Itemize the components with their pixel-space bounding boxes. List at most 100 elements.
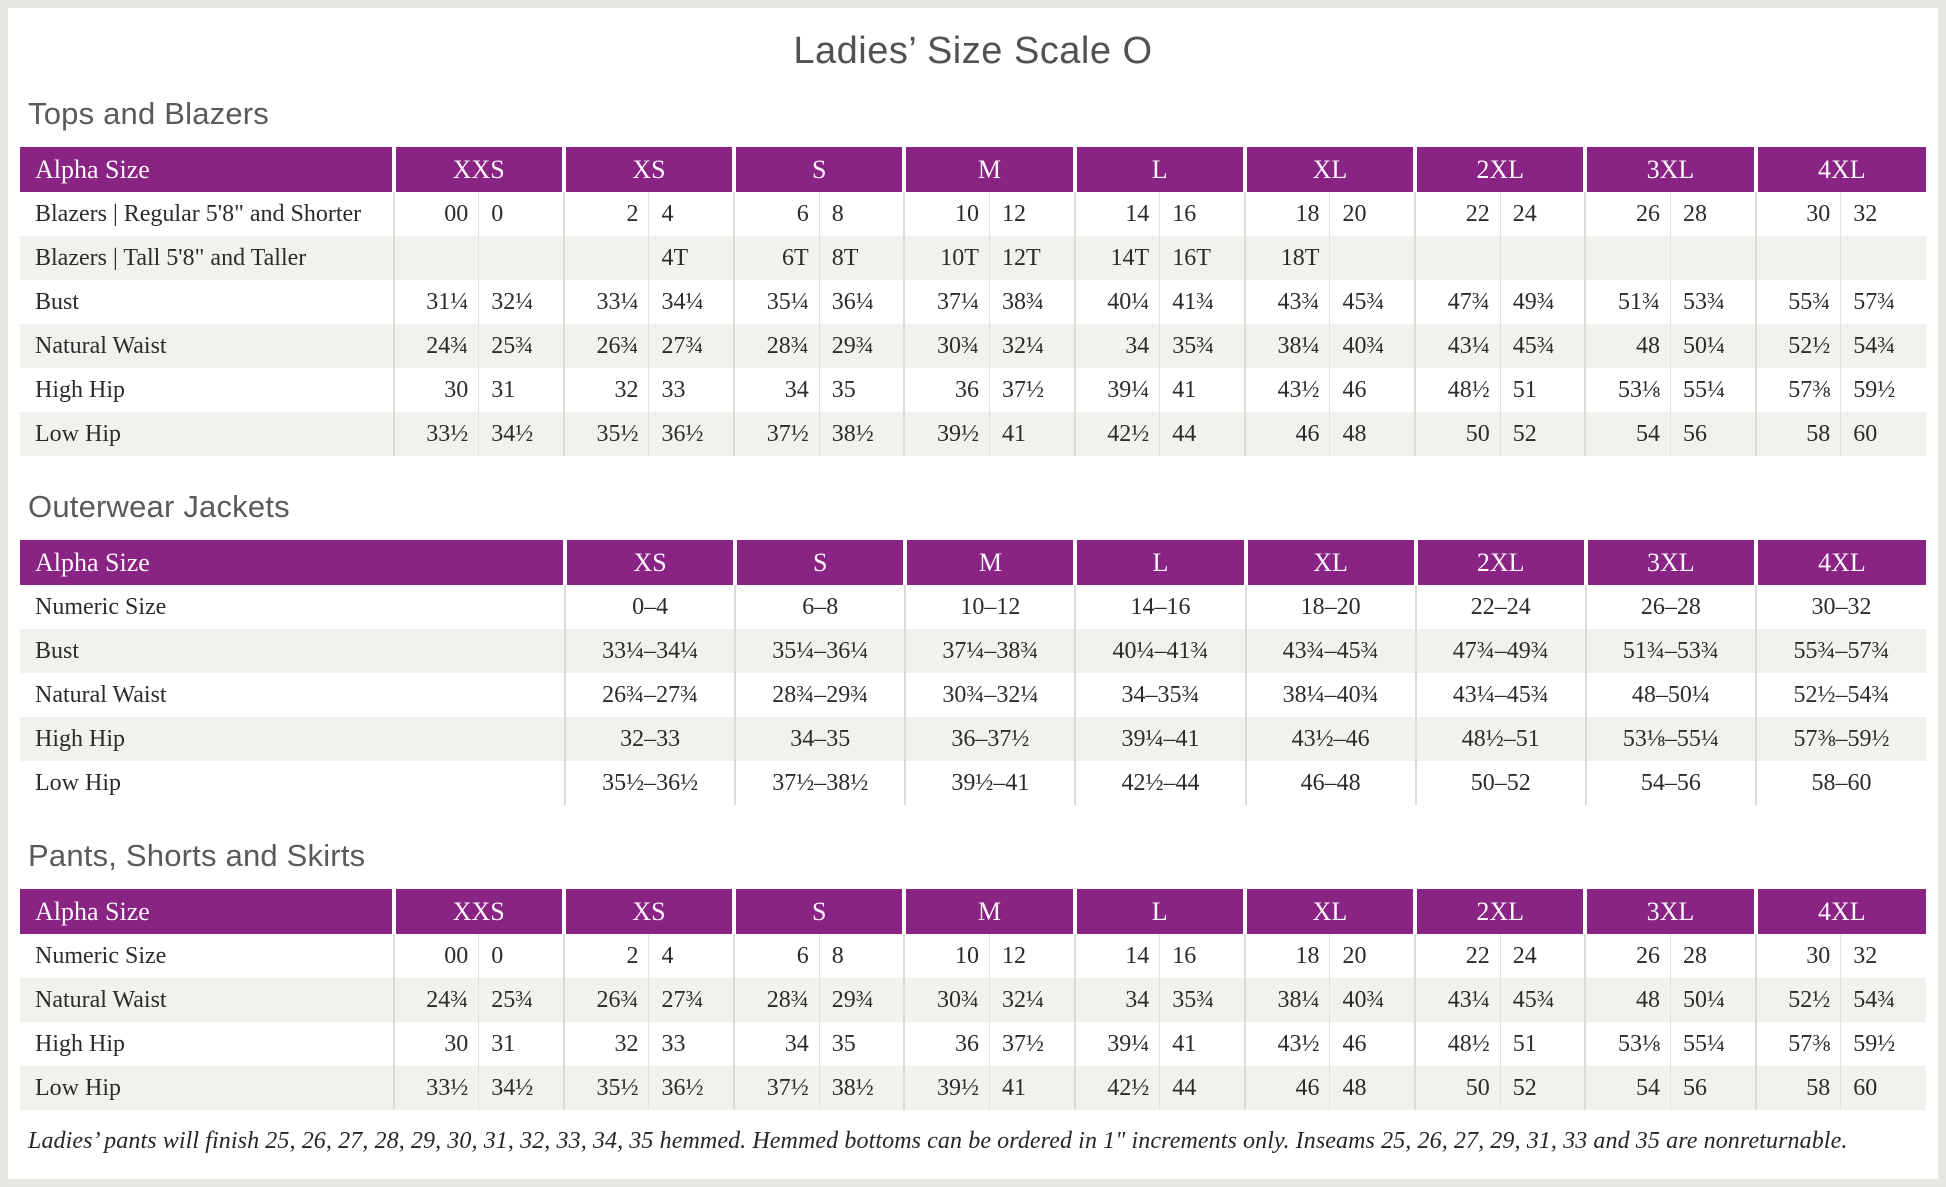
size-cell: 18–20: [1245, 585, 1417, 630]
size-cell: 43½: [1244, 1022, 1331, 1067]
table-row: High Hip 30 31 32 33 34 35 36 37½ 39¼ 41 43½ 46 48½ 51…: [20, 1022, 1926, 1067]
size-group-header: 2XL: [1415, 540, 1588, 586]
size-cell: 12: [989, 192, 1076, 237]
size-cell: 46: [1244, 412, 1331, 457]
size-cell: 38¼: [1244, 978, 1331, 1023]
size-cell: 52: [1500, 412, 1587, 457]
tops-and-blazers-table: Alpha Size XXS XS S M L XL 2XL 3XL 4XL Blazers | R…: [20, 147, 1926, 457]
table-row: Low Hip 35½–36½ 37½–38½ 39½–41 42½–44 46–48 50…: [20, 761, 1926, 806]
size-cell: 37½: [734, 412, 820, 457]
size-cell: 41¾: [1159, 280, 1246, 325]
section-heading-pants-shorts-skirts: Pants, Shorts and Skirts: [28, 838, 366, 874]
size-cell: 38¾: [989, 280, 1076, 325]
size-cell: 50: [1415, 1066, 1501, 1111]
alpha-size-header: Alpha Size: [20, 889, 396, 935]
size-cell: 43¼: [1415, 324, 1501, 369]
header-row: Alpha Size XXS XS S M L XL 2XL 3XL 4XL: [20, 889, 1926, 935]
size-cell: 26–28: [1585, 585, 1757, 630]
size-cell: 60: [1840, 412, 1926, 457]
size-cell: 51¾: [1585, 280, 1671, 325]
size-cell: 43¼: [1415, 978, 1501, 1023]
size-cell: [1840, 236, 1926, 281]
size-group-header: L: [1075, 540, 1248, 586]
size-cell: 41: [1159, 1022, 1246, 1067]
size-cell: 41: [989, 412, 1076, 457]
size-cell: 50: [1415, 412, 1501, 457]
size-group-header: XL: [1245, 540, 1418, 586]
row-label: High Hip: [20, 368, 395, 413]
size-cell: 53⅛: [1585, 1022, 1671, 1067]
size-group-header: L: [1074, 147, 1247, 193]
size-cell: 27¾: [648, 978, 736, 1023]
size-cell: 10: [904, 192, 990, 237]
size-cell: 52½: [1755, 978, 1842, 1023]
row-label: High Hip: [20, 1022, 395, 1067]
hemming-footnote: Ladies’ pants will finish 25, 26, 27, 28…: [28, 1128, 1848, 1155]
size-group-header: 4XL: [1755, 889, 1926, 935]
size-cell: 16: [1159, 192, 1246, 237]
size-cell: 28¾: [734, 978, 820, 1023]
row-label: Numeric Size: [20, 934, 395, 979]
size-cell: [563, 236, 650, 281]
pants-shorts-skirts-table: Alpha Size XXS XS S M L XL 2XL 3XL 4XL Numeric Siz…: [20, 889, 1926, 1111]
size-cell: 48: [1585, 978, 1671, 1023]
size-group-header: S: [734, 889, 907, 935]
size-cell: 42½: [1074, 1066, 1161, 1111]
size-cell: 46: [1244, 1066, 1331, 1111]
row-label: Blazers | Tall 5'8" and Taller: [20, 236, 395, 281]
size-cell: 48½: [1415, 368, 1501, 413]
size-cell: 50–52: [1415, 761, 1587, 806]
size-cell: 0–4: [565, 585, 737, 630]
size-group-header: M: [904, 889, 1077, 935]
size-cell: 26: [1585, 192, 1671, 237]
size-group-header: XXS: [393, 147, 566, 193]
size-cell: 31: [478, 368, 565, 413]
size-cell: 33¼–34¼: [565, 629, 737, 674]
size-cell: 43¾–45¾: [1245, 629, 1417, 674]
size-cell: 32: [1853, 942, 1878, 969]
size-group-header: 4XL: [1755, 540, 1926, 586]
size-cell: 54¾: [1840, 978, 1926, 1023]
size-cell: 35¾: [1159, 978, 1246, 1023]
size-cell: 36: [904, 1022, 990, 1067]
size-cell: 33¼: [563, 280, 650, 325]
size-cell: 28: [1670, 934, 1757, 979]
size-cell: 49¾: [1500, 280, 1587, 325]
size-cell: 31¼: [393, 280, 480, 325]
table-row: Low Hip 33½ 34½ 35½ 36½ 37½ 38½ 39½ 41 42½ 44 46 48 5…: [20, 1066, 1926, 1111]
size-cell: 58–60: [1811, 769, 1872, 796]
size-cell: 28¾–29¾: [735, 673, 907, 718]
size-cell: 27¾: [648, 324, 736, 369]
size-group-header: 3XL: [1585, 889, 1758, 935]
size-cell: 45¾: [1500, 324, 1587, 369]
size-cell: 8T: [819, 236, 906, 281]
size-cell: 6–8: [735, 585, 907, 630]
row-label: Bust: [20, 280, 395, 325]
size-cell: 44: [1159, 1066, 1246, 1111]
size-cell: 12: [989, 934, 1076, 979]
size-cell: 32–33: [565, 717, 737, 762]
size-cell: 36–37½: [905, 717, 1077, 762]
table-row: Low Hip 33½ 34½ 35½ 36½ 37½ 38½ 39½ 41 42½ 44 46 48 5…: [20, 412, 1926, 457]
size-cell: 6T: [734, 236, 820, 281]
alpha-size-header: Alpha Size: [20, 147, 396, 193]
size-cell: 35¼: [734, 280, 820, 325]
table-row: Numeric Size 00 0 2 4 6 8 10 12 14 16 18 20 22 24 26 28 3…: [20, 934, 1926, 979]
size-cell: 52: [1500, 1066, 1587, 1111]
size-cell: 56: [1670, 1066, 1757, 1111]
size-cell: 36: [904, 368, 990, 413]
size-cell: 38¼–40¾: [1245, 673, 1417, 718]
size-cell: 37½: [734, 1066, 820, 1111]
size-cell: 41: [1159, 368, 1246, 413]
row-label: Low Hip: [20, 412, 395, 457]
size-cell: 37½–38½: [735, 761, 907, 806]
table-row: Bust 33¼–34¼ 35¼–36¼ 37¼–38¾ 40¼–41¾ 43¾–45¾ 4…: [20, 629, 1926, 674]
size-cell: 41: [989, 1066, 1076, 1111]
size-cell: 34½: [478, 1066, 565, 1111]
size-cell: 48: [1329, 412, 1417, 457]
size-cell: 26: [1585, 934, 1671, 979]
size-cell: 2: [563, 934, 650, 979]
size-cell: 35½: [563, 1066, 650, 1111]
table-row: Blazers | Regular 5'8" and Shorter 00 0 2 4 6…: [20, 192, 1926, 237]
